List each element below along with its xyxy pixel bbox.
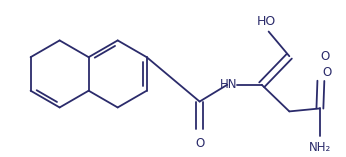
- Text: HN: HN: [219, 78, 237, 91]
- Text: HO: HO: [257, 15, 276, 28]
- Text: NH₂: NH₂: [309, 141, 331, 154]
- Text: O: O: [320, 50, 329, 63]
- Text: O: O: [195, 137, 204, 150]
- Text: O: O: [323, 66, 332, 79]
